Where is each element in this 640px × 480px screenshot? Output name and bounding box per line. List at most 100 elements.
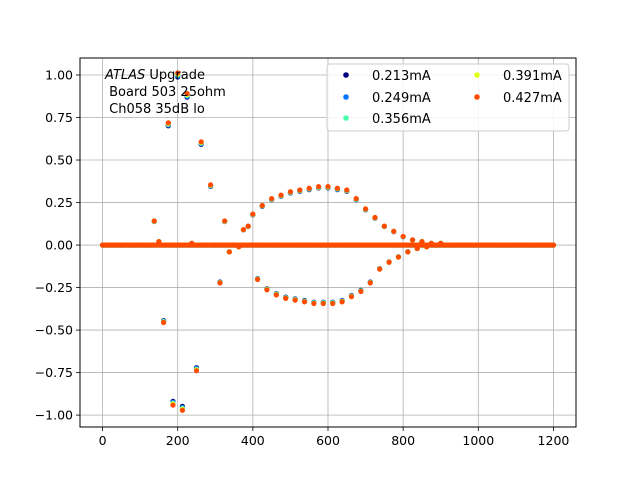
data-point <box>438 240 444 246</box>
data-point <box>132 242 139 248</box>
data-point <box>522 242 528 248</box>
data-point <box>316 183 322 190</box>
data-point <box>414 245 420 252</box>
data-point <box>541 242 547 248</box>
data-point <box>207 182 214 188</box>
data-point <box>532 242 538 248</box>
data-point <box>489 242 495 248</box>
data-point <box>99 242 106 248</box>
y-tick-label: −0.25 <box>35 280 73 295</box>
data-point <box>226 249 232 255</box>
axis-ticks: 0 200 400 600 800 1000 1200 −1.00 −0.75 −0.50 −0.2… <box>35 68 570 448</box>
data-point <box>325 183 331 190</box>
data-point <box>118 242 124 248</box>
data-point <box>494 242 500 248</box>
data-point <box>151 218 157 224</box>
data-point <box>212 242 218 248</box>
x-tick-label: 1200 <box>538 433 570 448</box>
data-point <box>203 242 209 248</box>
x-tick-label: 200 <box>166 433 190 448</box>
data-point <box>475 242 481 248</box>
data-point <box>546 242 552 248</box>
legend-label: 0.356mA <box>372 112 431 127</box>
data-point <box>372 214 378 221</box>
data-point <box>405 249 411 255</box>
data-point <box>508 242 514 248</box>
data-point <box>503 242 510 248</box>
data-point <box>377 266 383 272</box>
y-tick-label: 0.25 <box>45 195 73 210</box>
legend-label: 0.427mA <box>503 91 562 106</box>
data-point <box>395 254 402 260</box>
data-point <box>179 407 185 413</box>
legend-label: 0.391mA <box>503 69 562 84</box>
data-point <box>250 211 256 217</box>
legend-marker <box>343 94 349 100</box>
data-point <box>466 242 472 248</box>
data-point <box>245 223 251 229</box>
data-point <box>320 300 326 307</box>
data-point <box>400 233 406 240</box>
y-tick-label: 1.00 <box>45 68 73 83</box>
data-point <box>428 240 434 246</box>
y-tick-label: 0.00 <box>45 238 73 253</box>
data-point <box>517 242 524 248</box>
annotation-line3: Ch058 35dB lo <box>105 102 205 117</box>
y-tick-label: 0.50 <box>45 153 73 168</box>
data-point <box>175 70 181 76</box>
data-point <box>114 242 120 248</box>
data-points <box>99 70 557 413</box>
data-point <box>344 187 350 193</box>
data-point <box>499 242 505 248</box>
data-point <box>273 292 279 298</box>
data-point <box>222 218 228 224</box>
data-point <box>287 189 294 195</box>
data-point <box>137 242 143 248</box>
data-point <box>142 242 148 248</box>
x-tick-label: 400 <box>241 433 265 448</box>
data-point <box>452 242 458 248</box>
data-point <box>339 299 345 305</box>
data-point <box>433 242 439 248</box>
data-point <box>424 244 430 250</box>
data-point <box>391 228 397 234</box>
data-point <box>104 242 110 248</box>
annotation-line2: Board 503 25ohm <box>105 85 226 100</box>
data-point <box>278 192 284 198</box>
data-point <box>217 280 223 286</box>
data-point <box>198 139 204 145</box>
data-point <box>367 280 373 286</box>
legend-label: 0.213mA <box>372 69 431 84</box>
series-0.427mA <box>99 70 557 413</box>
y-tick-label: 0.75 <box>45 110 73 125</box>
data-point <box>184 91 190 97</box>
data-point <box>536 242 542 248</box>
data-point <box>480 242 486 248</box>
data-point <box>297 187 303 193</box>
data-point <box>358 288 364 295</box>
data-point <box>165 120 171 126</box>
legend-marker <box>343 115 349 121</box>
data-point <box>471 242 477 248</box>
annotation-line1: ATLAS Upgrade <box>104 68 205 83</box>
data-point <box>283 295 289 301</box>
legend-box <box>326 63 570 132</box>
data-point <box>109 242 115 248</box>
y-tick-label: −0.75 <box>35 365 73 380</box>
data-point <box>306 185 312 191</box>
legend-label: 0.249mA <box>372 91 431 106</box>
data-point <box>456 242 463 248</box>
data-point <box>513 242 519 248</box>
y-tick-label: −1.00 <box>35 408 73 423</box>
data-point <box>146 242 153 248</box>
data-point <box>264 287 270 293</box>
legend-marker <box>343 72 349 78</box>
data-point <box>527 242 533 248</box>
data-point <box>269 195 275 202</box>
data-point <box>461 242 467 248</box>
data-point <box>301 299 308 305</box>
data-point <box>311 300 317 307</box>
data-point <box>254 276 261 283</box>
data-point <box>193 368 200 374</box>
